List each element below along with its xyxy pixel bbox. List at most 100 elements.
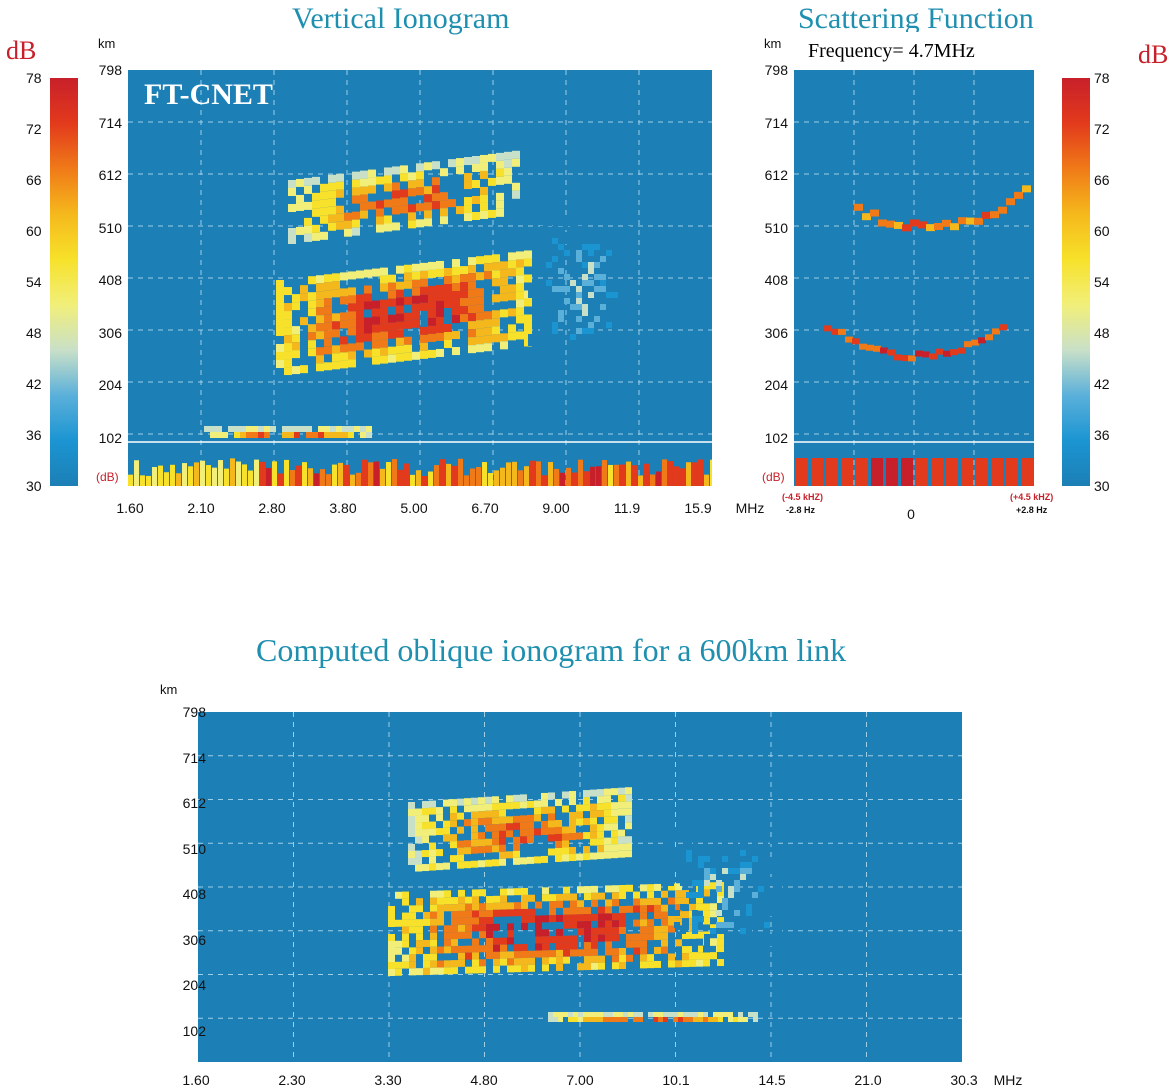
ob-f1-echo xyxy=(591,913,598,921)
ob-f1-echo xyxy=(640,926,647,934)
ob-f2-echo xyxy=(625,836,632,844)
ob-f1-echo xyxy=(654,960,661,968)
ob-spread-echo xyxy=(752,838,758,844)
ob-f1-echo xyxy=(619,962,626,969)
ob-spread-echo xyxy=(680,880,686,886)
left-colorbar-tick: 30 xyxy=(26,478,42,494)
ob-f1-echo xyxy=(451,960,458,968)
ob-f2-echo xyxy=(513,843,520,851)
ob-f2-echo xyxy=(562,847,569,855)
ob-f1-echo xyxy=(633,919,640,927)
vi-spread-echo xyxy=(564,298,570,304)
vi-db-bar xyxy=(500,467,505,486)
vi-f1-echo xyxy=(276,344,284,352)
vi-f2-echo xyxy=(496,208,504,217)
ob-spread-echo xyxy=(674,832,680,838)
ob-f1-echo xyxy=(535,922,542,930)
ob-f2-echo xyxy=(625,815,632,823)
vi-db-bar xyxy=(176,473,181,486)
ob-f2-echo xyxy=(492,859,499,867)
ob-spread-echo xyxy=(668,910,674,916)
x-tick-label: 3.80 xyxy=(329,500,357,516)
left-colorbar-tick: 78 xyxy=(26,70,42,86)
vi-f1-echo xyxy=(396,313,404,322)
vi-f2-echo xyxy=(392,166,400,175)
ob-f1-echo xyxy=(465,952,472,960)
y-tick-label: 798 xyxy=(764,62,788,78)
vi-f1-echo xyxy=(332,313,340,322)
ob-f2-echo xyxy=(464,819,471,827)
x-tick-label: 14.5 xyxy=(758,1072,786,1088)
vi-e-echo xyxy=(330,432,336,438)
vi-f1-echo xyxy=(316,315,324,324)
ob-f2-echo xyxy=(506,795,513,803)
vi-spread-echo xyxy=(582,262,588,268)
vi-f2-echo xyxy=(456,206,464,215)
ob-f1-echo xyxy=(570,893,577,901)
vi-spread-echo xyxy=(618,292,624,298)
ob-e-echo xyxy=(603,1012,608,1017)
ob-f1-echo xyxy=(612,920,619,928)
vi-spread-echo xyxy=(558,268,564,274)
ob-f1-echo xyxy=(486,910,493,918)
ob-spread-echo xyxy=(734,946,740,952)
ob-f1-echo xyxy=(647,898,654,906)
ob-spread-echo xyxy=(674,862,680,868)
ob-f2-echo xyxy=(408,851,415,858)
vi-db-bar xyxy=(602,460,607,486)
vi-f2-echo xyxy=(504,151,512,160)
vi-f1-echo xyxy=(284,287,292,296)
ob-f1-echo xyxy=(640,961,647,969)
vi-f2-echo xyxy=(376,208,384,217)
ob-f2-echo xyxy=(478,811,485,819)
vi-f1-echo xyxy=(340,272,348,281)
ob-f2-echo xyxy=(429,800,436,808)
ob-f1-echo xyxy=(563,921,570,929)
ob-e-echo xyxy=(743,1017,748,1022)
vi-f1-echo xyxy=(348,343,356,352)
ob-f2-echo xyxy=(478,832,485,840)
vi-spread-echo xyxy=(582,274,588,280)
ob-f2-echo xyxy=(597,838,604,846)
ob-f2-echo xyxy=(429,821,436,829)
sf-db-bar xyxy=(856,458,868,486)
ob-f2-echo xyxy=(471,825,478,833)
ob-f1-echo xyxy=(430,946,437,954)
vi-f2-echo xyxy=(448,159,456,168)
ob-e-echo xyxy=(673,1017,678,1022)
ob-e-echo xyxy=(648,1012,653,1017)
ob-f1-echo xyxy=(584,949,591,957)
ob-spread-echo xyxy=(698,886,704,892)
ob-f1-echo xyxy=(402,933,409,941)
ob-f2-echo xyxy=(548,792,555,800)
vi-f2-echo xyxy=(456,158,464,167)
vi-f2-echo xyxy=(480,186,488,195)
ob-f2-echo xyxy=(408,802,415,809)
ob-f1-echo xyxy=(458,959,465,967)
ob-f1-echo xyxy=(535,943,542,951)
vi-f1-echo xyxy=(276,288,284,296)
vi-f2-echo xyxy=(384,215,392,224)
ob-f1-echo xyxy=(395,919,402,927)
ob-f1-echo xyxy=(591,948,598,956)
vi-f2-echo xyxy=(464,157,472,166)
ob-f1-echo xyxy=(430,897,437,905)
right-colorbar-tick: 42 xyxy=(1094,376,1110,392)
vi-db-bar xyxy=(476,466,481,486)
vi-f1-echo xyxy=(348,295,356,304)
vi-f2-echo xyxy=(424,162,432,171)
vi-f1-echo xyxy=(428,333,436,342)
ob-f2-echo xyxy=(520,822,527,830)
x-tick-label: 2.30 xyxy=(278,1072,306,1088)
ob-spread-echo xyxy=(686,838,692,844)
vi-f1-echo xyxy=(500,309,508,318)
ob-f1-echo xyxy=(633,905,640,913)
ft-cnet-label: FT-CNET xyxy=(144,78,273,111)
vi-db-bar xyxy=(392,459,397,486)
vi-f1-echo xyxy=(468,313,476,322)
ob-spread-echo xyxy=(716,886,722,892)
vi-spread-echo xyxy=(540,346,546,352)
left-colorbar-tick: 66 xyxy=(26,172,42,188)
vi-db-bar xyxy=(482,462,487,486)
ob-f2-echo xyxy=(408,809,415,816)
